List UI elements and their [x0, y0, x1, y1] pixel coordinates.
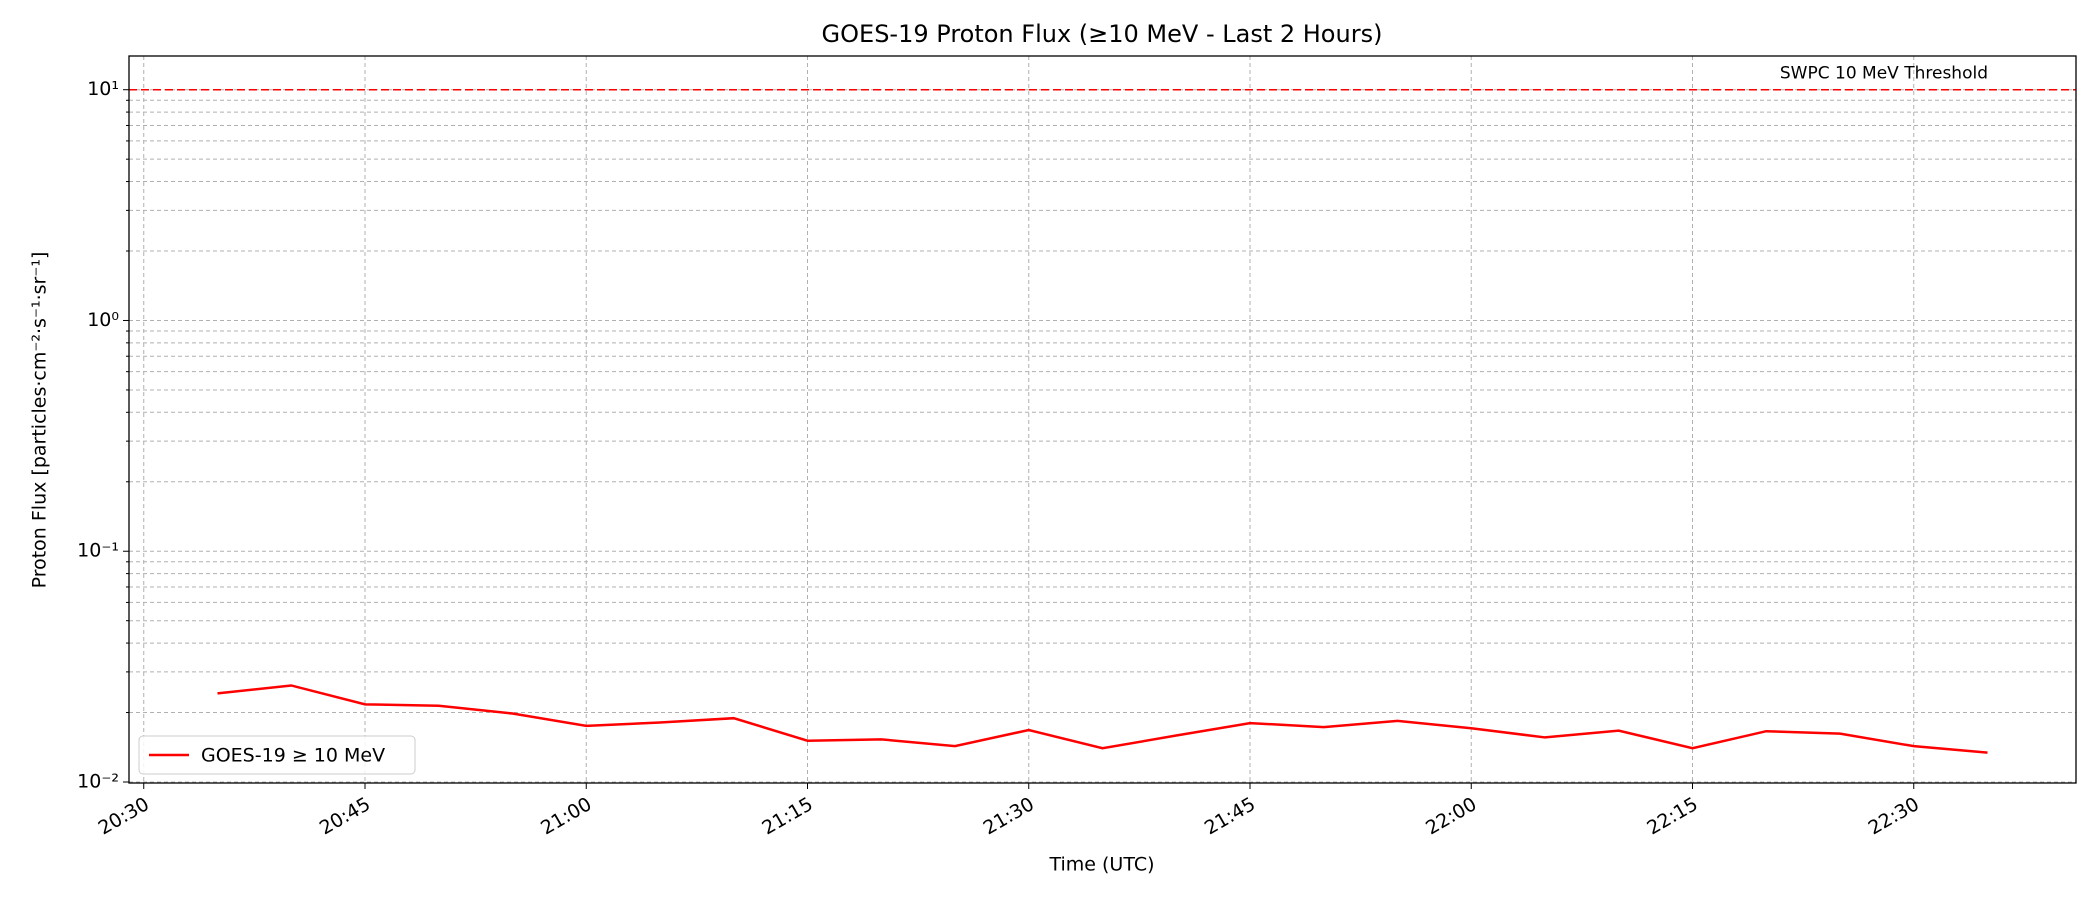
y-tick-label: 10⁻² — [77, 770, 119, 792]
y-axis-label: Proton Flux [particles·cm⁻²·s⁻¹·sr⁻¹] — [29, 252, 51, 589]
y-tick-label: 10⁻¹ — [77, 540, 119, 562]
data-line — [217, 684, 1988, 754]
y-tick-label: 10¹ — [87, 78, 119, 100]
legend-label: GOES-19 ≥ 10 MeV — [201, 745, 385, 767]
y-tick-label: 10⁰ — [87, 309, 119, 331]
x-axis-label: Time (UTC) — [1048, 854, 1154, 876]
legend-box — [138, 735, 416, 775]
threshold-label: SWPC 10 MeV Threshold — [1780, 64, 1988, 84]
chart-title: GOES-19 Proton Flux (≥10 MeV - Last 2 Ho… — [822, 20, 1383, 48]
plot-frame — [128, 55, 2077, 784]
